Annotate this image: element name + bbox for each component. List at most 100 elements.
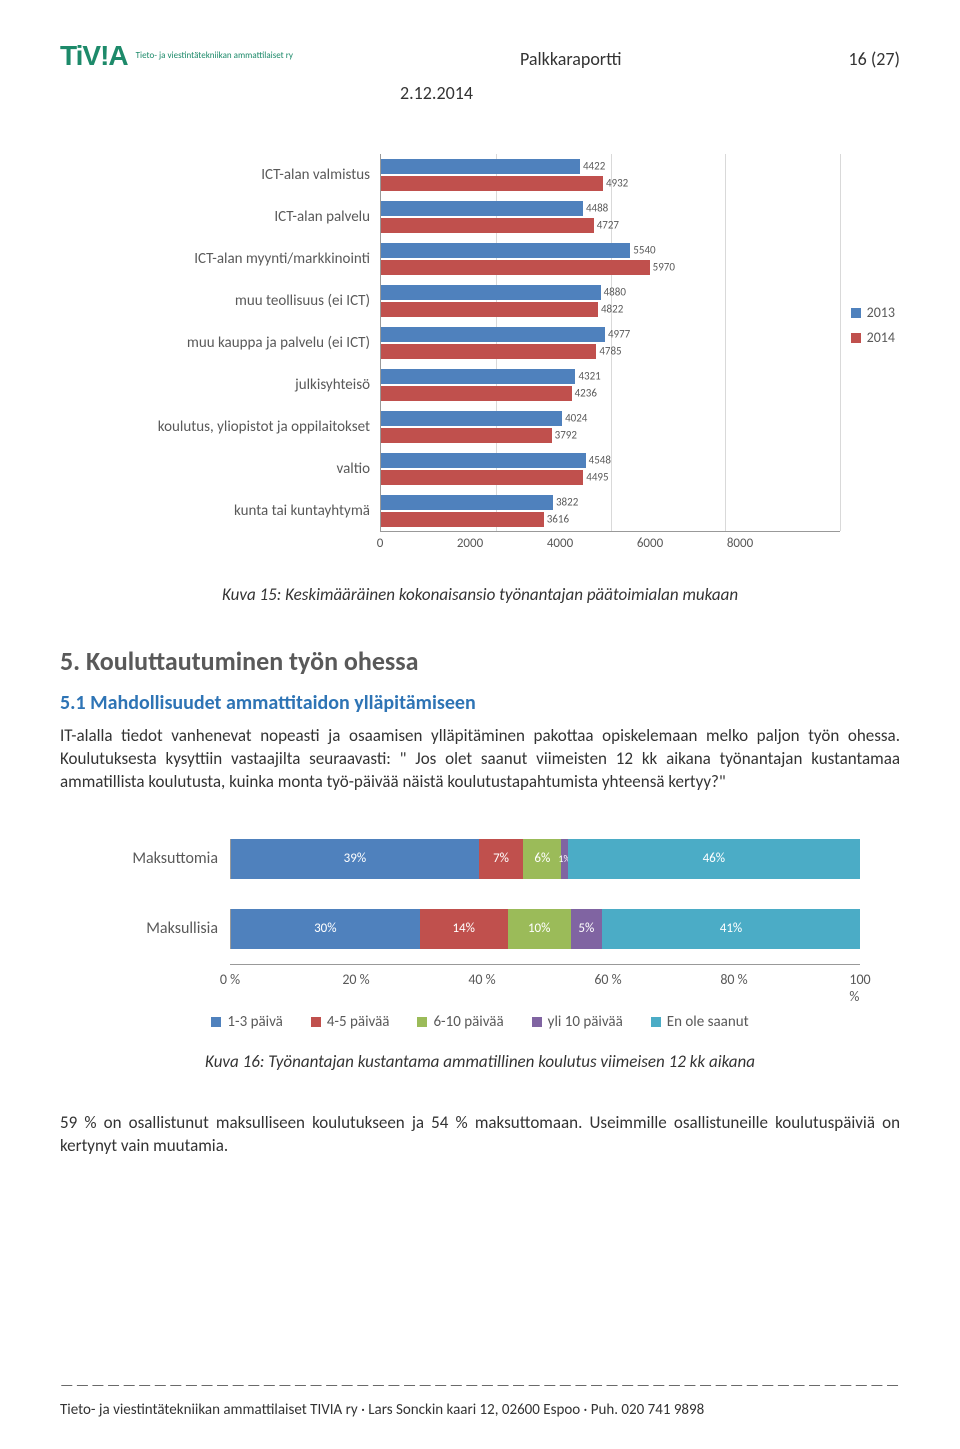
chart1-value-label: 4932	[606, 177, 628, 190]
chart1-category-label: ICT-alan valmistus	[120, 154, 380, 196]
chart2-xtick: 0 %	[220, 971, 240, 988]
chart1-bar-group: 4488 4727	[381, 196, 840, 238]
chart2-legend-item: yli 10 päivää	[532, 1013, 623, 1031]
subsection-heading: 5.1 Mahdollisuudet ammattitaidon ylläpit…	[60, 691, 900, 715]
chart1-bar	[381, 218, 594, 233]
chart2-xtick: 80 %	[720, 971, 747, 988]
chart2-legend: 1-3 päivä 4-5 päivää 6-10 päivää yli 10 päi…	[100, 1013, 860, 1031]
chart1-bar-group: 4024 3792	[381, 406, 840, 448]
chart1-category-label: muu teollisuus (ei ICT)	[120, 280, 380, 322]
chart2-row: Maksullisia30%14%10%5%41%	[100, 894, 860, 964]
chart1-bar	[381, 302, 598, 317]
chart1-value-label: 4548	[589, 454, 611, 467]
chart1-value-label: 4880	[604, 286, 626, 299]
page-footer: ————————————————————————————————————————…	[60, 1377, 900, 1419]
chart1-xtick: 2000	[457, 536, 483, 551]
chart1-bar	[381, 411, 562, 426]
logo: TiV!A Tieto- ja viestintätekniikan ammat…	[60, 40, 293, 72]
chart2-legend-item: En ole saanut	[651, 1013, 749, 1031]
chart1-value-label: 3822	[556, 496, 578, 509]
chart2-segment: 6%	[523, 839, 561, 879]
closing-paragraph: 59 % on osallistunut maksulliseen koulut…	[60, 1112, 900, 1158]
chart2-segment: 39%	[231, 839, 479, 879]
chart1-category-label: julkisyhteisö	[120, 364, 380, 406]
chart1-value-label: 3792	[555, 429, 577, 442]
chart1-value-label: 4422	[583, 160, 605, 173]
chart2-segment: 30%	[231, 909, 420, 949]
chart1-category-label: valtio	[120, 448, 380, 490]
chart1-bar-group: 48804822	[381, 280, 840, 322]
chart2-segment: 41%	[602, 909, 860, 949]
chart1-bar-group: 3822 3616	[381, 490, 840, 532]
chart1-value-label: 5970	[653, 261, 675, 274]
chart1-category-label: muu kauppa ja palvelu (ei ICT)	[120, 322, 380, 364]
chart1-bar-group: 4321 4236	[381, 364, 840, 406]
chart1-value-label: 4785	[599, 345, 621, 358]
chart2-caption: Kuva 16: Työnantajan kustantama ammatill…	[60, 1051, 900, 1072]
chart1-value-label: 4977	[608, 328, 630, 341]
chart1-value-label: 4024	[565, 412, 587, 425]
chart2-xtick: 60 %	[594, 971, 621, 988]
chart1-value-label: 4488	[586, 202, 608, 215]
chart1-bar-group: 4548 4495	[381, 448, 840, 490]
chart1-bar	[381, 495, 553, 510]
chart2-xtick: 100 %	[849, 971, 870, 1005]
chart1-bar	[381, 260, 650, 275]
chart2-xtick: 40 %	[468, 971, 495, 988]
page-number: 16 (27)	[849, 48, 900, 70]
chart1-value-label: 4495	[586, 471, 608, 484]
chart1-bar	[381, 428, 552, 443]
logo-subtitle: Tieto- ja viestintätekniikan ammattilais…	[136, 51, 293, 61]
section-paragraph: IT-alalla tiedot vanhenevat nopeasti ja …	[60, 725, 900, 794]
chart-koulutus: Maksuttomia39%7%6%1%46%Maksullisia30%14%…	[100, 824, 860, 1031]
chart2-legend-item: 6-10 päivää	[417, 1013, 503, 1031]
chart2-legend-item: 4-5 päivää	[311, 1013, 390, 1031]
chart1-bar	[381, 344, 596, 359]
doc-date: 2.12.2014	[400, 82, 900, 104]
chart2-row-label: Maksullisia	[100, 919, 230, 938]
chart1-xtick: 8000	[727, 536, 753, 551]
chart2-segment: 7%	[479, 839, 523, 879]
chart1-xtick: 6000	[637, 536, 663, 551]
chart1-bar	[381, 327, 605, 342]
chart2-legend-item: 1-3 päivä	[211, 1013, 282, 1031]
footer-text: Tieto- ja viestintätekniikan ammattilais…	[60, 1401, 900, 1419]
chart1-value-label: 4727	[597, 219, 619, 232]
chart1-legend-item: 2014	[851, 329, 895, 346]
chart1-xtick: 0	[377, 536, 384, 551]
chart1-category-label: ICT-alan myynti/markkinointi	[120, 238, 380, 280]
chart1-bar	[381, 470, 583, 485]
chart1-bar-group: 44224932	[381, 154, 840, 196]
chart2-segment: 46%	[568, 839, 860, 879]
chart1-bar	[381, 201, 583, 216]
chart1-bar	[381, 386, 572, 401]
chart1-xtick: 4000	[547, 536, 573, 551]
chart1-value-label: 3616	[547, 513, 569, 526]
chart1-bar	[381, 512, 544, 527]
chart2-xtick: 20 %	[342, 971, 369, 988]
chart1-category-label: koulutus, yliopistot ja oppilaitokset	[120, 406, 380, 448]
chart1-bar-group: 5540 5970	[381, 238, 840, 280]
chart1-category-label: ICT-alan palvelu	[120, 196, 380, 238]
chart1-bar	[381, 285, 601, 300]
chart1-bar	[381, 243, 630, 258]
doc-title: Palkkaraportti	[520, 48, 622, 70]
chart1-category-label: kunta tai kuntayhtymä	[120, 490, 380, 532]
chart1-bar	[381, 453, 586, 468]
chart2-row-label: Maksuttomia	[100, 849, 230, 868]
chart1-bar-group: 4977 4785	[381, 322, 840, 364]
chart1-caption: Kuva 15: Keskimääräinen kokonaisansio ty…	[60, 584, 900, 605]
chart1-legend-item: 2013	[851, 304, 895, 321]
chart1-bar	[381, 159, 580, 174]
chart1-value-label: 5540	[633, 244, 655, 257]
chart1-legend: 2013 2014	[851, 304, 895, 354]
chart1-bar	[381, 369, 575, 384]
chart1-bar	[381, 176, 603, 191]
chart-kokonaisansio: ICT-alan valmistusICT-alan palveluICT-al…	[120, 154, 840, 554]
chart2-segment: 14%	[420, 909, 508, 949]
chart2-segment: 5%	[571, 909, 602, 949]
chart2-segment: 10%	[508, 909, 571, 949]
logo-mark: TiV!A	[60, 40, 128, 72]
chart1-value-label: 4236	[575, 387, 597, 400]
chart1-value-label: 4321	[578, 370, 600, 383]
